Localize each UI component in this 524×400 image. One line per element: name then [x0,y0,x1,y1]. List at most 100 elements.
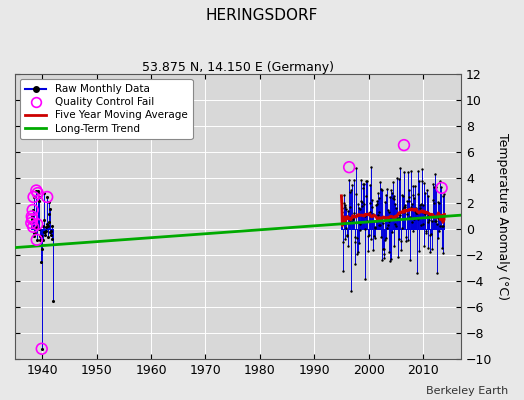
Point [403,198,411,204]
Point [32,187,40,194]
Point [415,178,423,184]
Point [419,202,428,208]
Point [369,210,377,217]
Point [374,212,382,218]
Point [340,191,348,198]
Point [418,178,426,185]
Point [401,201,410,208]
Point [385,249,393,256]
Point [395,176,403,182]
Point [394,254,402,260]
Point [342,206,350,212]
Point [400,204,408,210]
Point [387,186,396,193]
Point [403,169,412,176]
Legend: Raw Monthly Data, Quality Control Fail, Five Year Moving Average, Long-Term Tren: Raw Monthly Data, Quality Control Fail, … [20,79,192,139]
Point [47,228,56,234]
Point [363,178,372,184]
Point [428,180,436,187]
Point [357,199,366,206]
Point [402,233,410,240]
Point [388,190,396,197]
Point [347,288,355,294]
Point [46,229,54,235]
Point [398,206,407,212]
Point [412,210,421,216]
Point [391,200,400,207]
Point [404,237,412,244]
Point [429,196,438,203]
Point [359,185,367,191]
Point [370,232,378,239]
Point [343,232,351,238]
Point [353,235,361,241]
Point [432,184,440,190]
Point [423,245,432,251]
Point [411,205,420,212]
Point [426,249,434,255]
Point [378,220,387,226]
Point [341,204,350,210]
Point [408,218,416,225]
Point [428,218,436,224]
Point [48,298,57,304]
Point [34,190,42,196]
Point [45,218,53,225]
Point [36,233,44,239]
Point [47,232,55,238]
Point [38,346,46,352]
Point [30,230,39,236]
Point [373,197,381,204]
Point [346,204,354,210]
Point [29,194,38,200]
Point [337,209,346,215]
Point [370,224,379,231]
Point [379,246,388,252]
Point [378,187,386,193]
Point [399,169,408,176]
Point [393,216,401,222]
Point [439,193,447,200]
Point [359,181,368,188]
Point [390,193,399,199]
Point [48,222,56,229]
Point [431,171,440,178]
Point [351,261,359,268]
Point [399,192,407,199]
Point [354,200,362,207]
Point [28,213,36,220]
Point [418,220,427,227]
Point [351,239,359,245]
Point [43,194,51,200]
Point [419,208,427,215]
Point [383,225,391,231]
Point [436,183,445,190]
Point [433,221,441,227]
Point [371,235,379,241]
Point [341,202,349,208]
Point [396,165,404,172]
Point [30,233,38,239]
Point [360,201,368,208]
Point [389,194,397,201]
Point [436,222,444,229]
Point [400,142,408,148]
Point [440,211,449,218]
Point [29,194,38,200]
Point [31,225,39,231]
Point [356,205,364,212]
Point [411,183,420,189]
Point [430,184,439,190]
Point [367,236,375,242]
Title: 53.875 N, 14.150 E (Germany): 53.875 N, 14.150 E (Germany) [142,61,334,74]
Point [418,166,427,172]
Point [424,192,433,199]
Point [348,219,356,225]
Point [413,168,422,175]
Point [376,178,384,185]
Point [371,224,379,230]
Point [409,183,417,189]
Point [432,270,441,276]
Point [422,187,431,193]
Point [27,220,36,226]
